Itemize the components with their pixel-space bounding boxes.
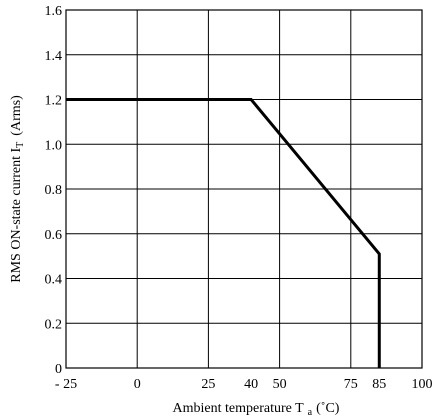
y-axis-title-unit: (Arms) — [9, 95, 24, 136]
x-tick-label: 75 — [344, 377, 358, 392]
x-tick-label: 40 — [244, 377, 258, 392]
y-tick-label: 0.8 — [45, 183, 63, 198]
x-tick-label: 0 — [134, 377, 141, 392]
plot-frame — [65, 9, 423, 369]
x-tick-label: 100 — [412, 377, 433, 392]
y-tick-label: 1.4 — [45, 49, 63, 64]
y-tick-label: 1.2 — [45, 94, 63, 109]
x-axis-title-subscript: a — [308, 407, 313, 416]
y-axis-title-subscript: T — [15, 142, 26, 148]
series-layer — [66, 98, 381, 368]
y-axis-title: RMS ON-state current IT (Arms) — [9, 95, 26, 283]
x-axis-title-main: Ambient temperature T — [173, 401, 305, 416]
y-tick-label: 0.4 — [45, 273, 63, 288]
x-axis-title-unit: (˚C) — [316, 401, 340, 416]
y-axis-title-main: RMS ON-state current I — [9, 147, 24, 282]
x-tick-labels: - 25 0 25 40 50 75 85 100 — [55, 377, 433, 392]
y-tick-label: 1.6 — [45, 4, 63, 19]
y-tick-label: 1.0 — [45, 138, 63, 153]
derating-curve — [66, 98, 381, 368]
y-tick-labels: 0 0.2 0.4 0.6 0.8 1.0 1.2 1.4 1.6 — [45, 4, 63, 377]
x-tick-label: - 25 — [55, 377, 77, 392]
y-tick-label: 0.6 — [45, 228, 63, 243]
x-tick-label: 25 — [201, 377, 215, 392]
y-tick-label: 0.2 — [45, 317, 63, 332]
grid — [65, 9, 423, 369]
y-tick-label: 0 — [55, 362, 62, 377]
x-tick-label: 50 — [273, 377, 287, 392]
x-tick-label: 85 — [372, 377, 386, 392]
